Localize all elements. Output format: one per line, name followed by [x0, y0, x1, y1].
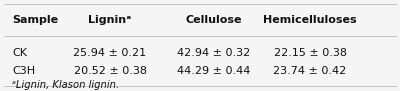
Text: CK: CK — [12, 48, 27, 58]
Text: 44.29 ± 0.44: 44.29 ± 0.44 — [177, 66, 251, 76]
Text: C3H: C3H — [12, 66, 35, 76]
Text: 25.94 ± 0.21: 25.94 ± 0.21 — [74, 48, 146, 58]
Text: 42.94 ± 0.32: 42.94 ± 0.32 — [177, 48, 251, 58]
Text: 23.74 ± 0.42: 23.74 ± 0.42 — [273, 66, 347, 76]
Text: Ligninᵃ: Ligninᵃ — [88, 15, 132, 25]
Text: Sample: Sample — [12, 15, 58, 25]
Text: 22.15 ± 0.38: 22.15 ± 0.38 — [274, 48, 346, 58]
Text: 20.52 ± 0.38: 20.52 ± 0.38 — [74, 66, 146, 76]
Text: Cellulose: Cellulose — [186, 15, 242, 25]
Text: Hemicelluloses: Hemicelluloses — [263, 15, 357, 25]
Text: ᵃLignin, Klason lignin.: ᵃLignin, Klason lignin. — [12, 80, 119, 90]
